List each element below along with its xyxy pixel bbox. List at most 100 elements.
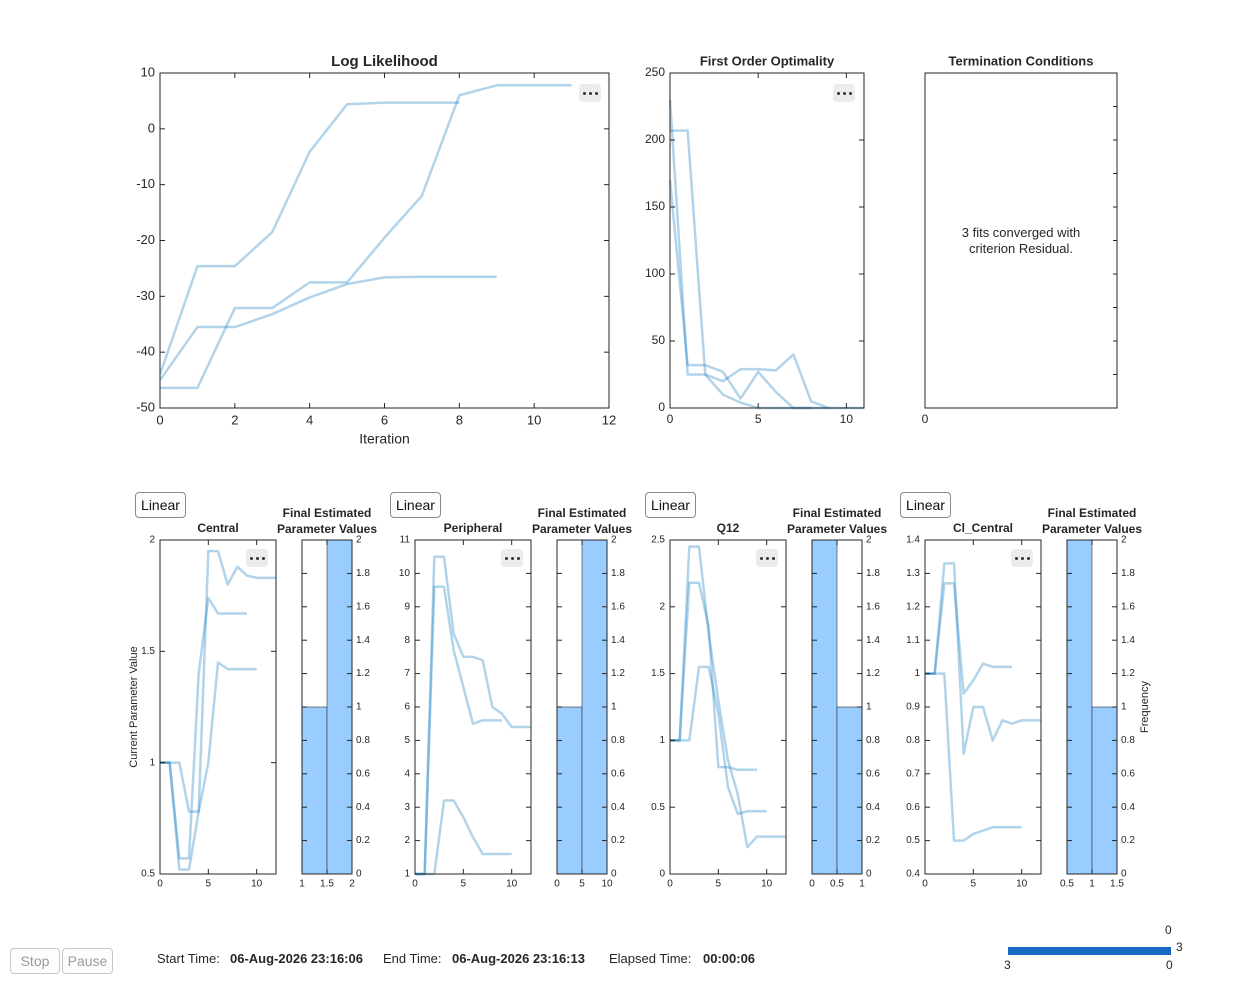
y-tick-label: 1.4	[356, 635, 370, 646]
progress-label: 0	[1165, 923, 1172, 937]
x-tick-label: 1.5	[320, 879, 334, 890]
y-tick-label: -40	[136, 344, 155, 359]
x-tick-label: 0.5	[1060, 879, 1074, 890]
y-tick-label: 0.6	[906, 802, 920, 813]
y-tick-label: 1.2	[1121, 668, 1135, 679]
y-tick-label: 0	[148, 120, 155, 135]
y-tick-label: 0.5	[651, 802, 665, 813]
chart-title: Central	[197, 521, 238, 535]
x-tick-label: 5	[971, 879, 977, 890]
x-tick-label: 0	[667, 412, 674, 426]
series-line	[160, 661, 257, 813]
y-tick-label: 5	[404, 735, 410, 746]
stop-button[interactable]: Stop	[10, 948, 60, 974]
y-tick-label: 0.8	[1121, 735, 1135, 746]
series-line	[158, 101, 460, 375]
axes-menu[interactable]	[1011, 549, 1033, 567]
y-tick-label: 200	[645, 132, 665, 146]
y-tick-label: 0.5	[141, 869, 155, 880]
elapsed-time: 00:00:06	[703, 951, 756, 966]
y-tick-label: 0	[1121, 869, 1127, 880]
y-tick-label: -10	[136, 176, 155, 191]
y-tick-label: 1.1	[906, 635, 920, 646]
y-tick-label: 1	[149, 757, 155, 768]
series-line	[158, 275, 497, 381]
scale-button[interactable]: Linear	[645, 492, 696, 518]
chart-title: Final Estimated Parameter Values	[276, 506, 378, 536]
axes-menu[interactable]	[579, 84, 601, 102]
x-tick-label: 0	[554, 879, 560, 890]
y-tick-label: 1	[356, 702, 362, 713]
axes-background	[160, 540, 276, 874]
series-line	[160, 84, 572, 390]
chart-title: Final Estimated Parameter Values	[1041, 506, 1143, 536]
y-tick-label: 11	[400, 535, 411, 546]
y-tick-label: 2	[611, 535, 617, 546]
x-tick-label: 0	[922, 879, 928, 890]
x-tick-label: 10	[527, 412, 541, 427]
y-tick-label: 1	[1121, 702, 1127, 713]
x-tick-label: 0.5	[830, 879, 844, 890]
series-line	[670, 581, 757, 772]
histogram-bar	[301, 706, 328, 875]
y-tick-label: 1.8	[356, 568, 370, 579]
axes-menu[interactable]	[756, 549, 778, 567]
y-tick-label: 0.2	[1121, 835, 1135, 846]
series-line	[415, 555, 531, 876]
axes-frame	[159, 539, 277, 875]
y-tick-label: 0.9	[906, 702, 920, 713]
y-tick-label: 8	[404, 635, 410, 646]
chart-title: Log Likelihood	[331, 53, 438, 70]
chart-title: Q12	[717, 521, 740, 535]
y-tick-label: 50	[652, 333, 666, 347]
series-line	[415, 585, 502, 876]
axes-menu[interactable]	[833, 84, 855, 102]
axes-menu[interactable]	[246, 549, 268, 567]
x-tick-label: 5	[716, 879, 722, 890]
y-tick-label: 0.4	[356, 802, 370, 813]
pause-button[interactable]: Pause	[62, 948, 113, 974]
y-tick-label: 1.5	[651, 668, 665, 679]
y-tick-label: 1.4	[611, 635, 625, 646]
y-tick-label: 0.4	[866, 802, 880, 813]
progress-label: 3	[1004, 958, 1011, 972]
termination-message: 3 fits converged with criterion Residual…	[961, 225, 1081, 256]
axes-menu[interactable]	[501, 549, 523, 567]
series-line	[670, 545, 786, 849]
y-tick-label: 0.8	[866, 735, 880, 746]
y-tick-label: 1.2	[611, 668, 625, 679]
y-tick-label: 0.8	[611, 735, 625, 746]
x-tick-label: 0	[809, 879, 815, 890]
axes-background	[925, 73, 1117, 408]
x-tick-label: 1	[299, 879, 305, 890]
scale-button[interactable]: Linear	[135, 492, 186, 518]
chart-title: Termination Conditions	[949, 53, 1094, 68]
progress-label: 0	[1166, 958, 1173, 972]
y-tick-label: 0.7	[906, 768, 920, 779]
y-tick-label: 1	[404, 869, 410, 880]
y-tick-label: 1.6	[1121, 601, 1135, 612]
x-tick-label: 0	[922, 412, 929, 426]
x-tick-label: 10	[251, 879, 263, 890]
y-tick-label: 2	[356, 535, 362, 546]
series-line	[925, 562, 1041, 756]
y-tick-label: 10	[141, 64, 155, 79]
series-line	[670, 665, 767, 816]
axes-background	[160, 73, 609, 408]
y-tick-label: 0.4	[1121, 802, 1135, 813]
series-line	[925, 672, 1022, 842]
scale-button[interactable]: Linear	[390, 492, 441, 518]
series-line	[160, 549, 276, 871]
y-axis-label: Current Parameter Value	[128, 646, 140, 767]
progress-bar	[1008, 947, 1171, 955]
y-tick-label: 1.8	[1121, 568, 1135, 579]
y-tick-label: 2	[149, 535, 155, 546]
y-tick-label: 1	[611, 702, 617, 713]
y-tick-label: 1.6	[611, 601, 625, 612]
x-tick-label: 8	[456, 412, 463, 427]
scale-button[interactable]: Linear	[900, 492, 951, 518]
elapsed-label: Elapsed Time:	[609, 951, 692, 966]
